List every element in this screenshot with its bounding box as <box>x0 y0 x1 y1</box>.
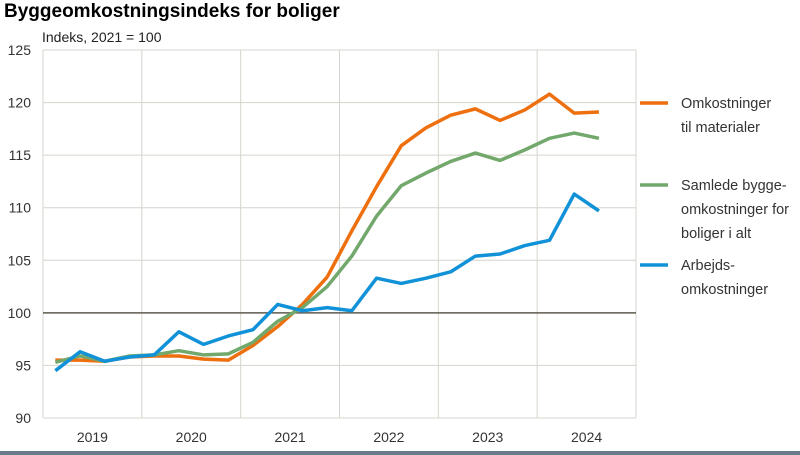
series-line-0 <box>55 92 600 363</box>
y-axis-label: Indeks, 2021 = 100 <box>42 29 162 45</box>
legend-label: omkostninger for <box>681 202 789 218</box>
legend-label: Arbejds- <box>681 258 735 274</box>
y-tick-label: 100 <box>8 305 32 321</box>
y-tick-label: 125 <box>8 42 32 58</box>
chart-title: Byggeomkostningsindeks for boliger <box>4 1 340 22</box>
x-tick-label: 2019 <box>77 429 108 445</box>
x-tick-label: 2022 <box>373 429 404 445</box>
legend-label: Omkostninger <box>681 96 771 112</box>
legend-label: Samlede bygge- <box>681 178 787 194</box>
legend-label: boliger i alt <box>681 226 751 242</box>
y-tick-label: 90 <box>15 410 31 426</box>
y-tick-label: 115 <box>9 147 32 163</box>
x-tick-label: 2020 <box>176 429 207 445</box>
y-tick-label: 120 <box>8 95 32 111</box>
x-tick-label: 2021 <box>275 429 306 445</box>
legend-label: til materialer <box>681 120 760 136</box>
x-tick-label: 2024 <box>571 429 602 445</box>
y-tick-label: 95 <box>15 357 31 373</box>
bottom-border <box>0 451 800 455</box>
y-tick-label: 110 <box>9 200 32 216</box>
series-line-2 <box>54 192 600 373</box>
legend-label: omkostninger <box>681 282 768 298</box>
y-tick-label: 105 <box>8 252 32 268</box>
x-tick-label: 2023 <box>472 429 503 445</box>
